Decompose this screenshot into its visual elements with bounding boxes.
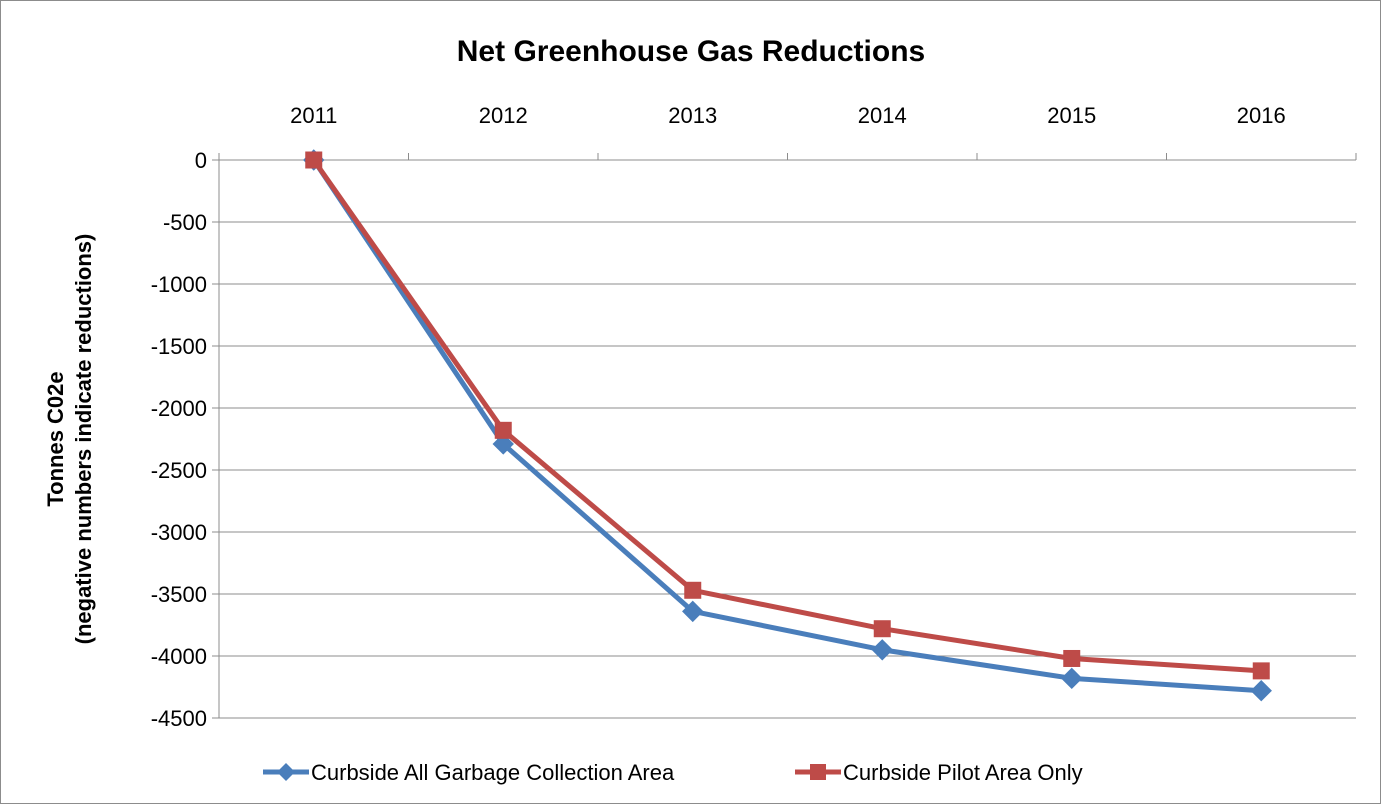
y-tick-label: -1000: [151, 272, 207, 297]
y-tick-label: -500: [163, 210, 207, 235]
x-tick-label: 2015: [1047, 103, 1096, 128]
data-point-square: [873, 620, 891, 638]
y-tick-label: -1500: [151, 334, 207, 359]
legend-marker-diamond: [277, 763, 295, 781]
chart-title: Net Greenhouse Gas Reductions: [457, 35, 925, 68]
x-tick-label: 2012: [479, 103, 528, 128]
x-tick-label: 2011: [290, 103, 337, 128]
x-tick-label: 2016: [1237, 103, 1286, 128]
data-point-square: [494, 421, 512, 439]
y-axis-label: Tonnes C02e: [43, 371, 68, 506]
data-point-diamond: [492, 433, 514, 455]
y-axis-sublabel: (negative numbers indicate reductions): [71, 234, 96, 645]
legend: Curbside All Garbage Collection Area Curb…: [263, 760, 1083, 785]
legend-label-0: Curbside All Garbage Collection Area: [311, 760, 675, 785]
data-point-square: [1063, 649, 1081, 667]
y-axis-title: Tonnes C02e (negative numbers indicate r…: [43, 234, 96, 645]
y-tick-label: -4500: [151, 706, 207, 731]
y-tick-label: -3000: [151, 520, 207, 545]
data-point-square: [1252, 662, 1270, 680]
data-point-diamond: [1061, 667, 1083, 690]
series-group: [303, 149, 1272, 702]
x-tick-labels: 2011 2012 2013 2014 2015 2016: [290, 103, 1286, 128]
data-point-square: [305, 151, 323, 169]
data-point-diamond: [871, 639, 893, 661]
y-tick-label: -2000: [151, 396, 207, 421]
y-tick-labels: 0 -500 -1000 -1500 -2000 -2500 -3000 -3500 -4000…: [151, 148, 207, 731]
x-tick-label: 2014: [858, 103, 907, 128]
legend-label-1: Curbside Pilot Area Only: [843, 760, 1083, 785]
y-tick-label: -4000: [151, 644, 207, 669]
data-point-square: [684, 581, 702, 599]
grid-lines: [212, 153, 1357, 719]
y-tick-label: -3500: [151, 582, 207, 607]
series-line-0: [311, 158, 1262, 694]
data-point-diamond: [682, 600, 704, 623]
data-point-diamond: [1250, 680, 1272, 702]
y-tick-label: -2500: [151, 458, 207, 483]
legend-marker-square: [810, 764, 826, 780]
series-line-1: [311, 158, 1262, 674]
x-tick-label: 2013: [668, 103, 717, 128]
y-tick-label: 0: [195, 148, 207, 173]
